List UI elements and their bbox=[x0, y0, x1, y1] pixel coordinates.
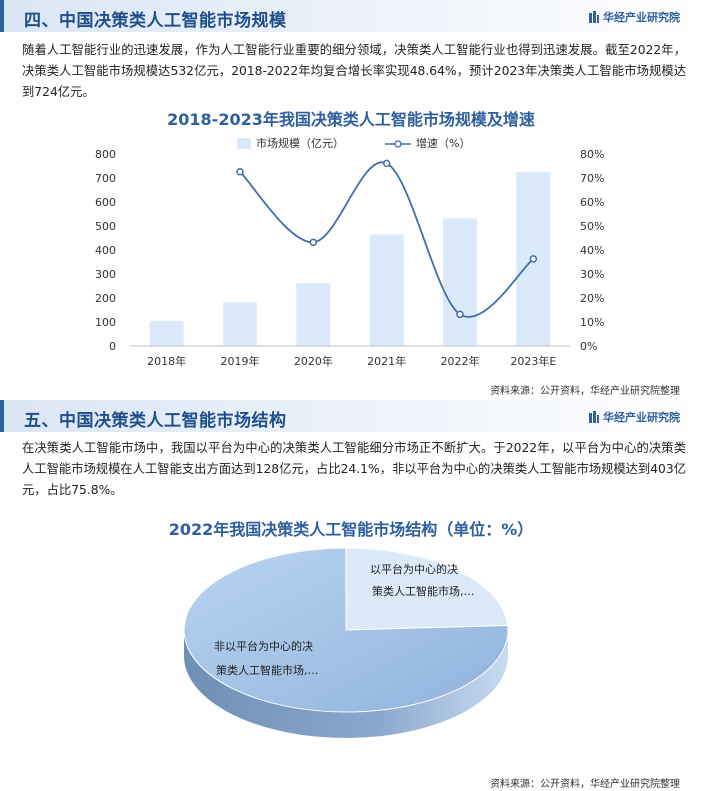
growth-point bbox=[382, 159, 391, 168]
y-right-tick-label: 50% bbox=[580, 220, 604, 233]
y-left-tick-label: 0 bbox=[109, 340, 116, 353]
section-5-source: 资料来源：公开资料，华经产业研究院整理 bbox=[490, 779, 680, 790]
y-right-tick-label: 30% bbox=[580, 268, 604, 281]
section-4-paragraph: 随着人工智能行业的迅速发展，作为人工智能行业重要的细分领域，决策类人工智能行业也… bbox=[22, 43, 686, 99]
y-right-tick-label: 0% bbox=[580, 340, 597, 353]
pie-label: 策类人工智能市场,… bbox=[372, 584, 475, 598]
y-left-tick-label: 100 bbox=[95, 316, 116, 329]
pie-slice bbox=[345, 547, 509, 631]
bar-line-chart: 市场规模（亿元） 增速（%） 0 100 200 300 400 500 600 700 800 0%… bbox=[95, 136, 604, 368]
bar bbox=[369, 234, 404, 346]
pie-slice bbox=[183, 547, 509, 713]
x-tick-label: 2022年 bbox=[441, 354, 480, 368]
pie-side bbox=[184, 630, 508, 738]
chart-legend: 市场规模（亿元） 增速（%） bbox=[237, 136, 470, 150]
legend-label-line: 增速（%） bbox=[416, 136, 470, 150]
y-left-tick-label: 400 bbox=[95, 244, 116, 257]
section-5-paragraph: 在决策类人工智能市场中，我国以平台为中心的决策类人工智能细分市场正不断扩大。于2… bbox=[22, 441, 686, 497]
brand-name: 华经产业研究院 bbox=[603, 411, 680, 424]
brand-icon bbox=[589, 11, 599, 23]
y-right-tick-label: 70% bbox=[580, 172, 604, 185]
growth-point bbox=[529, 255, 538, 263]
section-5-header: 五、中国决策类人工智能市场结构 华经产业研究院 bbox=[0, 400, 702, 432]
x-tick-label: 2021年 bbox=[367, 354, 406, 368]
legend-swatch-marker bbox=[394, 140, 402, 148]
x-tick-label: 2020年 bbox=[294, 354, 333, 368]
pie-chart-title: 2022年我国决策类人工智能市场结构（单位：%） bbox=[168, 520, 534, 539]
bar bbox=[296, 283, 331, 346]
pie-label: 策类人工智能市场,… bbox=[216, 663, 319, 677]
x-tick-label: 2023年E bbox=[510, 354, 556, 368]
pie-chart: 以平台为中心的决策类人工智能市场,…非以平台为中心的决策类人工智能市场,… bbox=[183, 547, 509, 738]
section-5-title: 五、中国决策类人工智能市场结构 bbox=[24, 411, 287, 431]
bar bbox=[223, 302, 257, 346]
growth-point bbox=[309, 238, 318, 247]
y-left-tick-label: 800 bbox=[95, 148, 116, 161]
growth-point bbox=[456, 310, 464, 319]
x-tick-label: 2018年 bbox=[147, 354, 186, 368]
y-right-tick-label: 40% bbox=[580, 244, 604, 257]
y-right-tick-label: 80% bbox=[580, 148, 604, 161]
brand-logo-2: 华经产业研究院 bbox=[589, 409, 680, 425]
y-right-tick-label: 20% bbox=[580, 292, 604, 305]
y-left-tick-label: 300 bbox=[95, 268, 116, 281]
bar bbox=[149, 320, 184, 346]
brand-icon bbox=[589, 411, 599, 423]
y-right-tick-label: 10% bbox=[580, 316, 604, 329]
y-left-tick-label: 500 bbox=[95, 220, 116, 233]
brand-name: 华经产业研究院 bbox=[603, 11, 680, 24]
growth-point bbox=[236, 168, 244, 176]
legend-label-bar: 市场规模（亿元） bbox=[256, 136, 344, 150]
brand-logo: 华经产业研究院 bbox=[589, 9, 680, 25]
pie-label: 以平台为中心的决 bbox=[370, 562, 458, 576]
x-tick-label: 2019年 bbox=[221, 354, 260, 368]
y-left-tick-label: 200 bbox=[95, 292, 116, 305]
bar bbox=[443, 218, 477, 346]
legend-swatch-bar bbox=[237, 138, 251, 149]
y-left-tick-label: 700 bbox=[95, 172, 116, 185]
section-4-header: 四、中国决策类人工智能市场规模 华经产业研究院 bbox=[0, 0, 702, 32]
y-left-tick-label: 600 bbox=[95, 196, 116, 209]
y-right-tick-label: 60% bbox=[580, 196, 604, 209]
bar-line-chart-title: 2018-2023年我国决策类人工智能市场规模及增速 bbox=[167, 110, 535, 129]
pie-label: 非以平台为中心的决 bbox=[214, 639, 313, 653]
section-4-title: 四、中国决策类人工智能市场规模 bbox=[24, 11, 287, 31]
section-4-source: 资料来源：公开资料，华经产业研究院整理 bbox=[490, 386, 680, 397]
